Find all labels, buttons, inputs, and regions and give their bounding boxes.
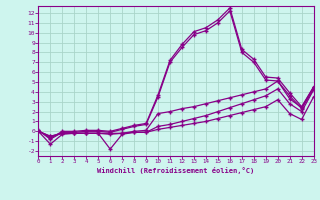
- X-axis label: Windchill (Refroidissement éolien,°C): Windchill (Refroidissement éolien,°C): [97, 167, 255, 174]
